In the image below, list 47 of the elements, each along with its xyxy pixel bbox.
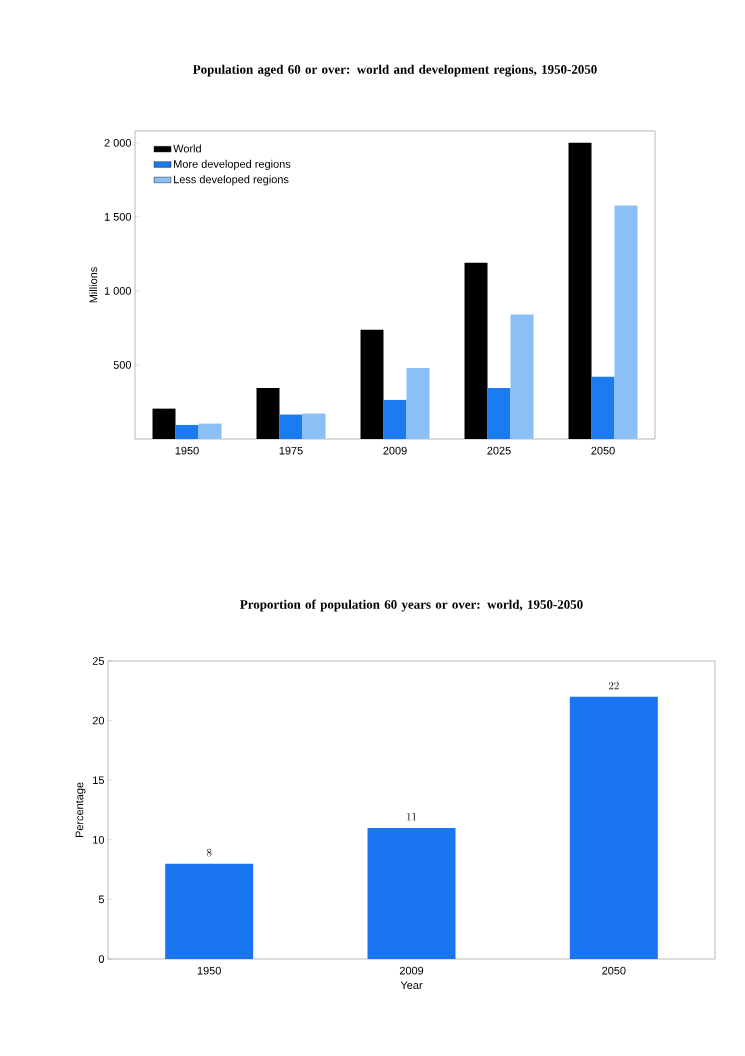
bar	[367, 827, 456, 959]
bar	[614, 205, 638, 439]
x-tick-label: 2009	[399, 966, 424, 975]
y-tick-label: 5	[98, 895, 105, 904]
x-tick-label: 2009	[383, 446, 407, 455]
x-tick-label: 2025	[487, 446, 511, 455]
bar	[175, 424, 199, 439]
legend-label: More developed regions	[174, 159, 291, 171]
bar	[279, 414, 303, 439]
y-tick-label: 2 000	[104, 138, 132, 147]
bar	[152, 408, 176, 439]
x-tick-label: 2050	[602, 966, 626, 975]
bar	[487, 387, 511, 439]
x-tick-label: 2050	[591, 446, 615, 455]
y-tick-label: 1 500	[104, 213, 132, 221]
data-label: 11	[407, 813, 417, 821]
y-tick-label: 15	[93, 776, 105, 785]
bar	[406, 367, 430, 439]
bar	[510, 314, 534, 439]
chart-title: Proportion of population 60 years or over: world, 1950-2050	[240, 599, 583, 612]
y-axis-title: Percentage	[75, 782, 86, 838]
x-tick-label: 1950	[175, 446, 199, 455]
legend-label: Less developed regions	[174, 175, 289, 186]
y-tick-label: 20	[92, 716, 105, 725]
bar	[464, 262, 488, 439]
bar	[568, 142, 592, 439]
x-tick-label: 1950	[197, 966, 221, 975]
y-axis-title: Millions	[89, 267, 98, 303]
bar	[591, 376, 615, 439]
legend-label: World	[173, 144, 201, 153]
data-label: 22	[608, 681, 619, 690]
y-tick-label: 10	[93, 835, 105, 844]
y-tick-label: 1 000	[104, 287, 132, 295]
bar	[302, 413, 326, 439]
y-tick-label: 25	[92, 657, 105, 665]
bar	[256, 387, 280, 439]
bar	[198, 423, 222, 439]
x-axis-title: Year	[400, 981, 423, 990]
data-label: 8	[206, 848, 212, 857]
bar	[569, 696, 658, 959]
bar	[360, 329, 384, 439]
y-tick-label: 500	[113, 361, 132, 369]
x-tick-label: 1975	[279, 446, 303, 455]
bar	[165, 863, 254, 959]
y-tick-label: 0	[98, 955, 105, 963]
chart-title: Population aged 60 or over: world and development regions, 1950-2050	[192, 64, 597, 77]
bar	[383, 399, 407, 439]
